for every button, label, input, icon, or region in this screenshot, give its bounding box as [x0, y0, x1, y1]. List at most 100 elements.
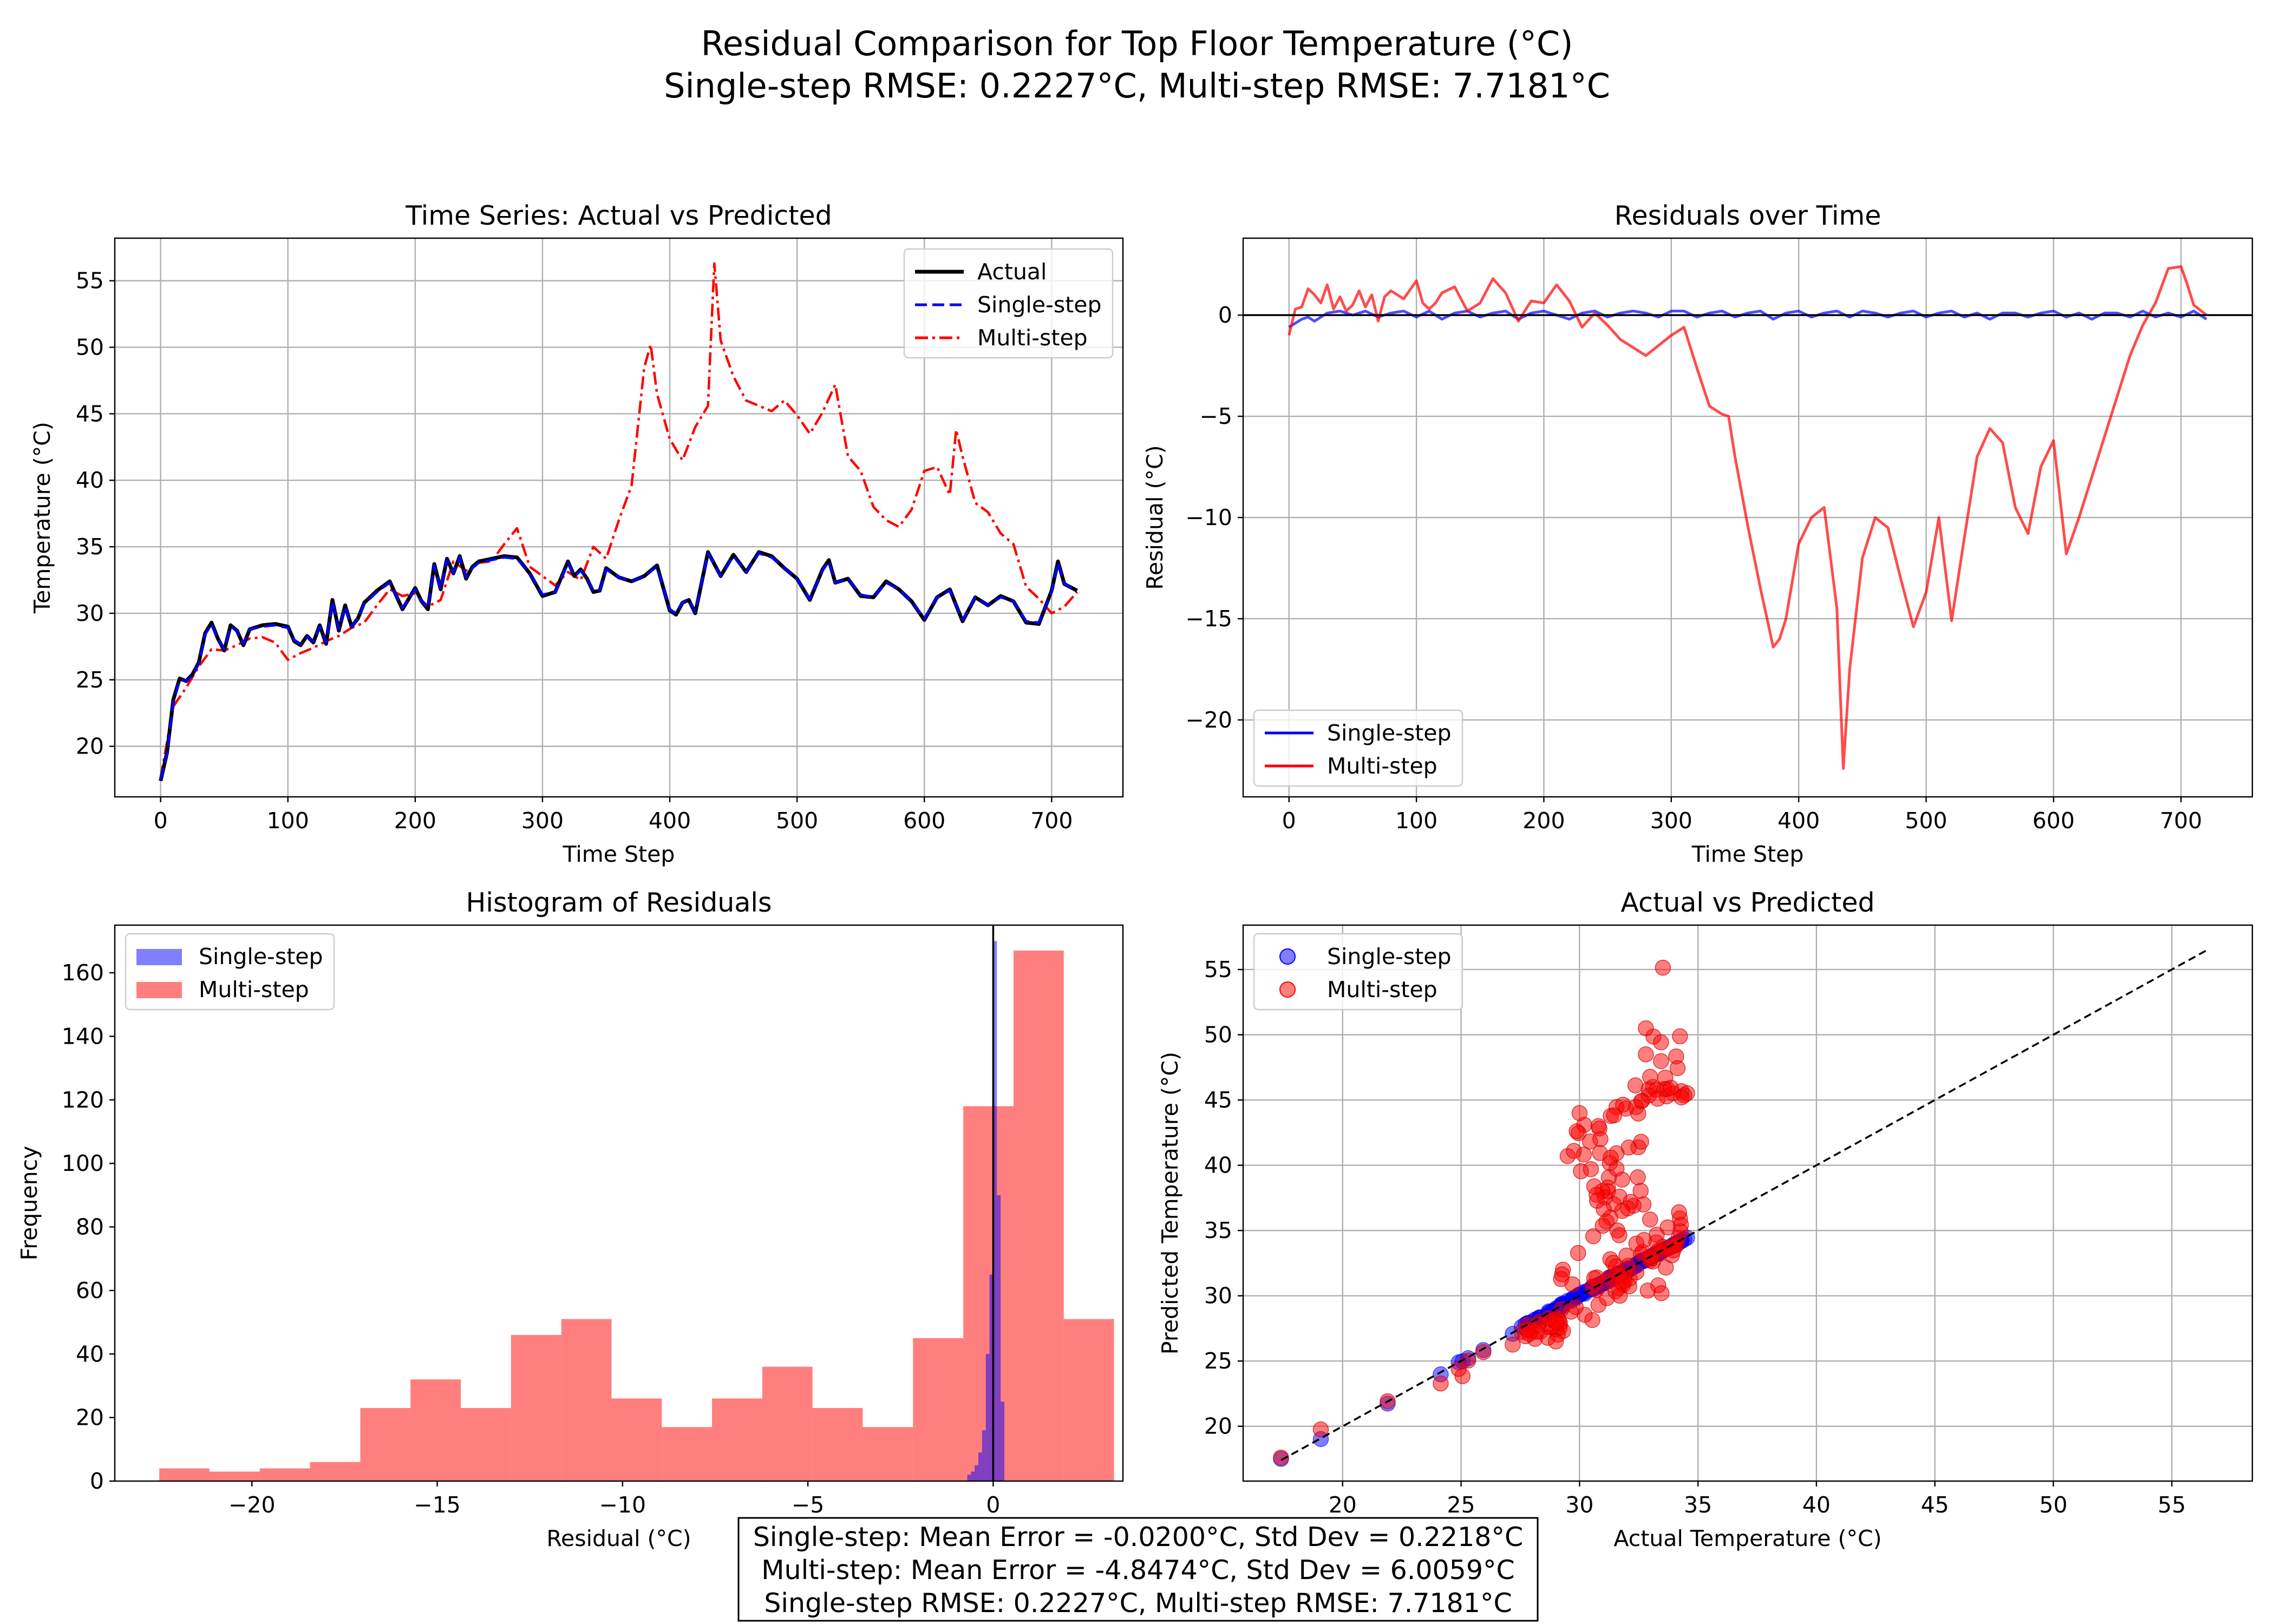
- y-tick-label: −5: [1200, 403, 1232, 429]
- scatter-point-multi-step: [1655, 959, 1671, 976]
- x-tick-label: 500: [776, 808, 818, 834]
- y-tick-label: 25: [76, 667, 104, 693]
- legend-marker-multi-step: [1279, 981, 1296, 998]
- scatter-point-multi-step: [1571, 1105, 1588, 1121]
- x-axis-label: Residual (°C): [546, 1525, 691, 1551]
- histogram-bar-single-step: [978, 1452, 982, 1481]
- scatter-point-multi-step: [1588, 1282, 1604, 1298]
- legend-label-multi-step: Multi-step: [1327, 977, 1437, 1003]
- stats-box: Single-step: Mean Error = -0.0200°C, Std…: [737, 1517, 1539, 1622]
- scatter-point-multi-step: [1663, 1079, 1679, 1096]
- scatter-point-multi-step: [1273, 1449, 1289, 1466]
- figure-title-line1: Residual Comparison for Top Floor Temper…: [701, 24, 1573, 63]
- scatter-point-multi-step: [1566, 1143, 1582, 1159]
- x-tick-label: −15: [414, 1492, 461, 1518]
- histogram-bar-single-step: [982, 1430, 986, 1481]
- y-tick-label: 55: [1204, 957, 1232, 983]
- y-tick-label: 40: [76, 467, 104, 493]
- x-tick-label: 300: [521, 808, 564, 834]
- scatter-point-multi-step: [1433, 1375, 1449, 1392]
- x-tick-label: 500: [1905, 808, 1947, 834]
- legend-patch-single-step: [136, 949, 182, 965]
- stats-line-multi: Multi-step: Mean Error = -4.8474°C, Std …: [761, 1555, 1515, 1586]
- histogram-bar-single-step: [985, 1354, 990, 1481]
- y-tick-label: 40: [1204, 1152, 1232, 1178]
- histogram-bar-multi-step: [812, 1408, 863, 1481]
- scatter-point-multi-step: [1569, 1123, 1585, 1140]
- histogram-bar-multi-step: [712, 1398, 762, 1481]
- x-tick-label: 0: [1282, 808, 1296, 834]
- scatter-point-multi-step: [1312, 1421, 1329, 1438]
- series-line-multi-step: [1288, 265, 2207, 770]
- y-tick-label: 80: [76, 1214, 104, 1240]
- histogram-bar-multi-step: [662, 1427, 713, 1481]
- histogram-bar-multi-step: [862, 1427, 913, 1481]
- x-tick-label: 400: [649, 808, 691, 834]
- scatter-point-multi-step: [1591, 1120, 1608, 1137]
- scatter-point-multi-step: [1642, 1069, 1658, 1085]
- scatter-point-multi-step: [1567, 1299, 1584, 1315]
- legend-label-single-step: Single-step: [199, 944, 323, 970]
- x-axis-label: Time Step: [1691, 841, 1804, 867]
- scatter-point-multi-step: [1630, 1105, 1646, 1122]
- y-tick-label: 45: [1204, 1087, 1232, 1113]
- y-tick-label: 50: [1204, 1022, 1232, 1048]
- series-line-multi-step: [159, 262, 1079, 778]
- scatter-point-multi-step: [1585, 1228, 1602, 1245]
- histogram-bar-multi-step: [611, 1398, 662, 1481]
- x-tick-label: 0: [986, 1492, 1000, 1518]
- y-tick-label: 45: [76, 401, 104, 427]
- x-tick-label: 30: [1565, 1492, 1593, 1518]
- legend-label-single-step: Single-step: [977, 292, 1102, 318]
- x-tick-label: 200: [394, 808, 436, 834]
- histogram-bar-single-step: [989, 1274, 994, 1481]
- scatter-point-multi-step: [1505, 1337, 1521, 1353]
- y-tick-label: 20: [76, 1405, 104, 1431]
- axes-frame: [1242, 924, 2253, 1482]
- histogram-bar-multi-step: [561, 1319, 612, 1481]
- scatter-point-multi-step: [1669, 1060, 1686, 1076]
- legend-frame: [903, 248, 1114, 359]
- y-tick-label: 120: [62, 1087, 104, 1113]
- legend-label-single-step: Single-step: [1327, 720, 1452, 746]
- histogram-bar-multi-step: [259, 1468, 310, 1481]
- histogram-bar-multi-step: [410, 1379, 461, 1481]
- y-tick-label: 100: [62, 1150, 104, 1176]
- y-tick-label: −15: [1185, 606, 1232, 632]
- axes-frame: [114, 924, 1124, 1482]
- scatter-point-multi-step: [1664, 1247, 1680, 1263]
- y-axis-label: Temperature (°C): [29, 422, 55, 614]
- scatter-point-multi-step: [1653, 1034, 1669, 1051]
- scatter-point-multi-step: [1638, 1046, 1654, 1063]
- x-tick-label: 55: [2158, 1492, 2186, 1518]
- y-tick-label: 30: [76, 600, 104, 626]
- axes-frame: [1242, 237, 2253, 798]
- panel-title: Histogram of Residuals: [466, 887, 772, 918]
- x-axis-label: Actual Temperature (°C): [1613, 1525, 1881, 1551]
- axes-frame: [114, 237, 1124, 798]
- x-tick-label: 100: [267, 808, 309, 834]
- histogram-bar-multi-step: [1013, 950, 1064, 1481]
- scatter-point-multi-step: [1642, 1212, 1658, 1228]
- y-axis-label: Residual (°C): [1142, 445, 1168, 590]
- y-tick-label: 35: [1204, 1217, 1232, 1243]
- panel-timeseries: 0 100 200 300 400 500 600 700 20 25 30 35 40 45 50 55 Ti…: [29, 200, 1124, 867]
- x-tick-label: 45: [1921, 1492, 1949, 1518]
- x-tick-label: 400: [1778, 808, 1820, 834]
- histogram-bar-multi-step: [511, 1335, 561, 1481]
- x-tick-label: 600: [903, 808, 945, 834]
- x-axis-label: Time Step: [563, 841, 675, 867]
- x-tick-label: 40: [1802, 1492, 1831, 1518]
- histogram-bar-multi-step: [762, 1366, 813, 1481]
- scatter-point-multi-step: [1583, 1161, 1599, 1177]
- panel-title: Residuals over Time: [1615, 200, 1881, 231]
- x-tick-label: 0: [154, 808, 168, 834]
- scatter-point-multi-step: [1547, 1333, 1564, 1350]
- scatter-point-multi-step: [1611, 1227, 1628, 1243]
- scatter-point-multi-step: [1639, 1282, 1656, 1299]
- scatter-point-multi-step: [1653, 1285, 1670, 1301]
- series-line-actual: [159, 550, 1079, 782]
- scatter-point-multi-step: [1671, 1204, 1687, 1221]
